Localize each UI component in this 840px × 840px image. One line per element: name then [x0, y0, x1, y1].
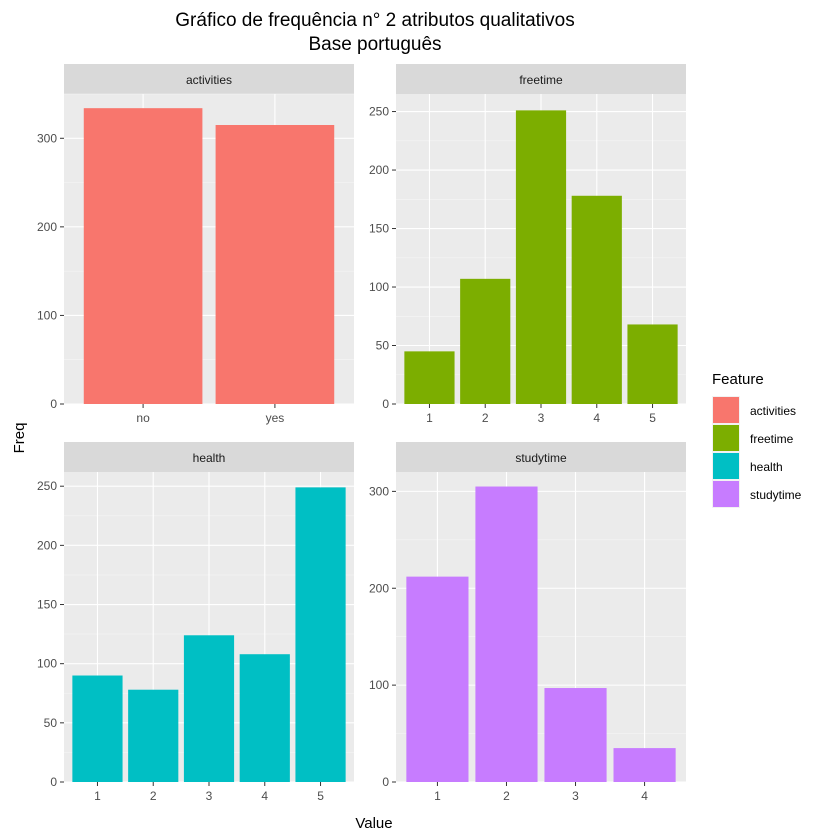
- x-tick-label: no: [136, 411, 150, 425]
- chart-title: Gráfico de frequência n° 2 atributos qua…: [175, 10, 574, 31]
- x-tick-label: 4: [593, 411, 600, 425]
- x-tick-label: 1: [426, 411, 433, 425]
- x-tick-label: 3: [206, 789, 213, 803]
- x-tick-label: 1: [94, 789, 101, 803]
- panel-studytime: studytime 0 100 200 300 1 2 3 4: [369, 442, 686, 803]
- bar-freetime-1: [404, 351, 455, 404]
- strip-label-freetime: freetime: [519, 73, 563, 87]
- legend-title: Feature: [712, 371, 764, 388]
- x-tick-label: 2: [482, 411, 489, 425]
- y-tick-label: 100: [369, 280, 389, 294]
- x-tick-label: 1: [434, 789, 441, 803]
- x-tick-label: 5: [317, 789, 324, 803]
- x-tick-label: 5: [649, 411, 656, 425]
- x-axis-title: Value: [355, 815, 392, 832]
- x-tick-label: 4: [261, 789, 268, 803]
- strip-label-studytime: studytime: [515, 451, 567, 465]
- bar-studytime-3: [544, 688, 607, 782]
- legend-label-freetime: freetime: [750, 432, 794, 446]
- bar-studytime-4: [613, 748, 676, 782]
- y-axis-title: Freq: [11, 423, 28, 454]
- panel-activities: activities 0 100 200 300 no yes: [37, 64, 354, 425]
- bar-activities-no: [83, 108, 203, 405]
- y-tick-label: 200: [369, 163, 389, 177]
- y-tick-label: 100: [369, 678, 389, 692]
- y-tick-label: 200: [369, 581, 389, 595]
- strip-health: [64, 442, 354, 472]
- panel-freetime: freetime 0 50 100 150 200 250 1 2 3 4 5: [369, 64, 686, 425]
- y-tick-label: 0: [382, 775, 389, 789]
- y-tick-label: 200: [37, 538, 57, 552]
- x-tick-label: 2: [150, 789, 157, 803]
- legend-swatch-freetime: [713, 425, 739, 451]
- strip-studytime: [396, 442, 686, 472]
- y-tick-label: 50: [376, 339, 390, 353]
- legend-label-health: health: [750, 460, 783, 474]
- legend-swatch-activities: [713, 397, 739, 423]
- bar-health-3: [183, 635, 235, 782]
- bar-activities-yes: [215, 125, 335, 404]
- bar-studytime-2: [475, 486, 538, 782]
- y-tick-label: 0: [50, 775, 57, 789]
- x-tick-label: 3: [538, 411, 545, 425]
- x-tick-label: yes: [266, 411, 285, 425]
- bar-health-4: [239, 654, 290, 782]
- panel-health: health 0 50 100 150 200 250 1 2 3 4 5: [37, 442, 354, 803]
- bar-studytime-1: [406, 576, 469, 782]
- y-tick-label: 300: [369, 484, 389, 498]
- bar-health-2: [128, 689, 179, 782]
- strip-activities: [64, 64, 354, 94]
- y-tick-label: 300: [37, 131, 57, 145]
- legend-swatch-studytime: [713, 481, 739, 507]
- x-tick-label: 2: [503, 789, 510, 803]
- legend: Feature activities freetime health studytim…: [712, 371, 802, 508]
- strip-label-activities: activities: [186, 73, 232, 87]
- strip-freetime: [396, 64, 686, 94]
- bar-freetime-2: [460, 278, 511, 404]
- y-tick-label: 50: [44, 716, 58, 730]
- y-tick-label: 250: [37, 479, 57, 493]
- y-tick-label: 250: [369, 105, 389, 119]
- y-tick-label: 100: [37, 657, 57, 671]
- y-tick-label: 0: [50, 397, 57, 411]
- y-tick-label: 150: [37, 598, 57, 612]
- y-tick-label: 150: [369, 222, 389, 236]
- y-tick-label: 200: [37, 220, 57, 234]
- chart-subtitle: Base português: [308, 34, 441, 55]
- y-tick-label: 0: [382, 397, 389, 411]
- bar-freetime-5: [627, 324, 678, 404]
- legend-label-activities: activities: [750, 404, 796, 418]
- bar-health-1: [72, 675, 123, 782]
- strip-label-health: health: [193, 451, 226, 465]
- x-tick-label: 4: [641, 789, 648, 803]
- legend-label-studytime: studytime: [750, 488, 802, 502]
- y-tick-label: 100: [37, 308, 57, 322]
- bar-freetime-3: [515, 110, 567, 405]
- x-tick-label: 3: [572, 789, 579, 803]
- legend-swatch-health: [713, 453, 739, 479]
- bar-freetime-4: [571, 195, 622, 404]
- bar-health-5: [295, 487, 346, 782]
